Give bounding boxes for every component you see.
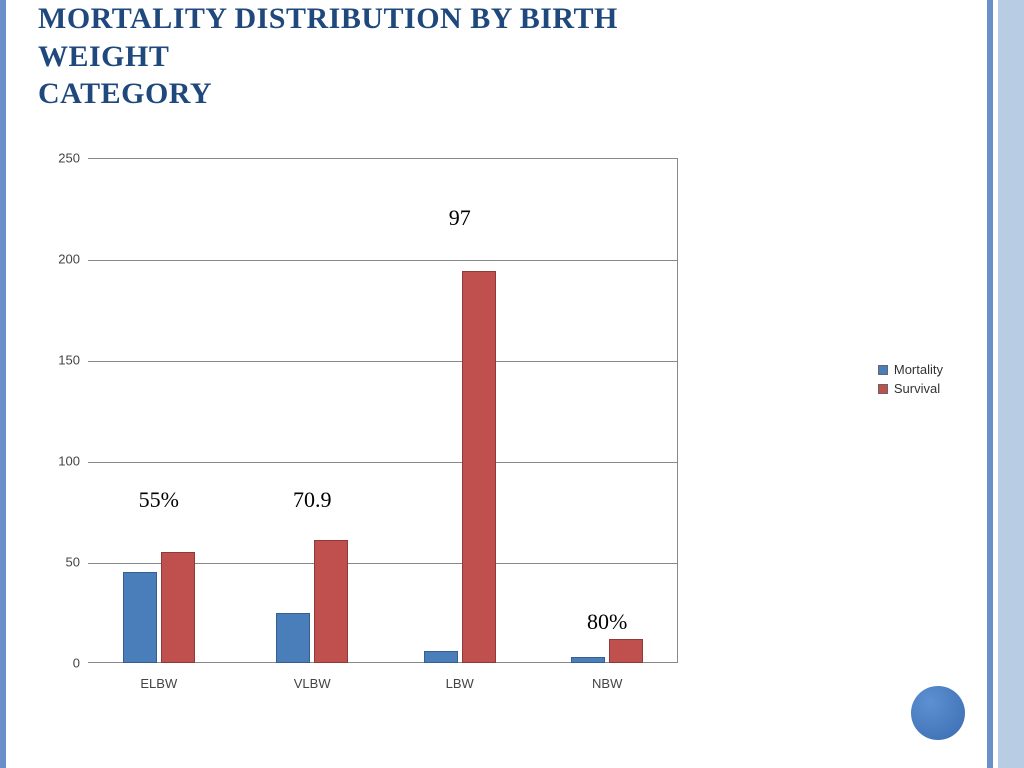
x-tick-label: ELBW xyxy=(140,676,177,691)
x-tick-label: LBW xyxy=(446,676,474,691)
y-tick-label: 50 xyxy=(66,555,80,570)
title-block: MORTALITY DISTRIBUTION BY BIRTH WEIGHT C… xyxy=(10,0,987,113)
data-label: 70.9 xyxy=(293,487,332,513)
slide-title-line1: MORTALITY DISTRIBUTION BY BIRTH xyxy=(38,0,959,38)
y-tick-label: 100 xyxy=(58,454,80,469)
slide-content: MORTALITY DISTRIBUTION BY BIRTH WEIGHT C… xyxy=(10,0,987,768)
data-label: 80% xyxy=(587,609,627,635)
legend-label-mortality: Mortality xyxy=(894,362,943,377)
slide-border-right-gap xyxy=(993,0,998,768)
data-label: 55% xyxy=(139,487,179,513)
legend-swatch-survival xyxy=(878,384,888,394)
x-tick-label: VLBW xyxy=(294,676,331,691)
legend-label-survival: Survival xyxy=(894,381,940,396)
nav-next-button[interactable] xyxy=(911,686,965,740)
y-axis: 050100150200250 xyxy=(48,158,84,663)
y-tick-label: 200 xyxy=(58,252,80,267)
legend: Mortality Survival xyxy=(878,358,943,400)
bar-mortality-lbw xyxy=(424,651,458,663)
bar-mortality-nbw xyxy=(571,657,605,663)
bar-survival-elbw xyxy=(161,552,195,663)
bar-survival-nbw xyxy=(609,639,643,663)
mortality-chart: 0 50 100 150 200 250 55% 70.9 97 80% ELBW VLBW LBW… xyxy=(48,148,838,708)
data-label: 97 xyxy=(449,205,471,231)
bars-layer: 55% 70.9 97 80% xyxy=(88,158,678,663)
slide-title-line2: WEIGHT xyxy=(38,38,959,76)
bar-mortality-elbw xyxy=(123,572,157,663)
x-axis: ELBW VLBW LBW NBW xyxy=(88,668,678,698)
legend-item-survival: Survival xyxy=(878,381,943,396)
legend-swatch-mortality xyxy=(878,365,888,375)
y-tick-label: 0 xyxy=(73,656,80,671)
slide-border-right-inner xyxy=(987,0,993,768)
bar-mortality-vlbw xyxy=(276,613,310,664)
bar-survival-lbw xyxy=(462,271,496,663)
slide-border-right-outer xyxy=(998,0,1024,768)
y-tick-label: 250 xyxy=(58,151,80,166)
bar-survival-vlbw xyxy=(314,540,348,663)
y-tick-label: 150 xyxy=(58,353,80,368)
slide-title-line3: CATEGORY xyxy=(38,75,959,113)
legend-item-mortality: Mortality xyxy=(878,362,943,377)
x-tick-label: NBW xyxy=(592,676,622,691)
